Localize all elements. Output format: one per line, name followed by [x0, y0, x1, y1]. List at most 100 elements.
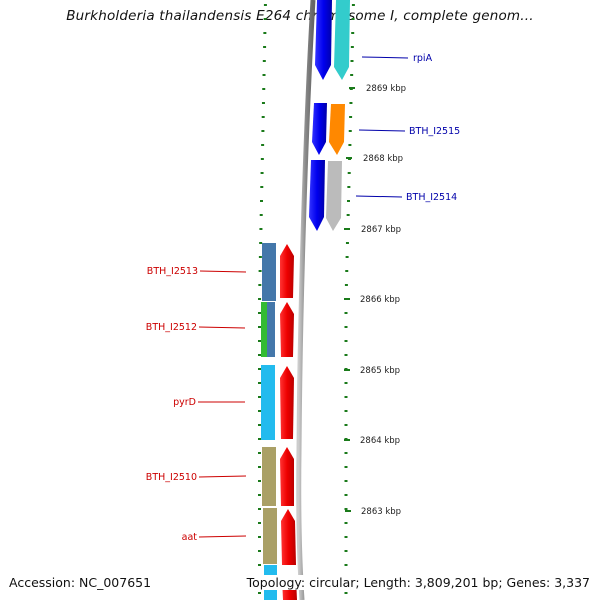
- minor-tick: [349, 102, 353, 104]
- minor-tick: [347, 186, 351, 188]
- label-BTH_I2514[interactable]: BTH_I2514: [406, 192, 457, 203]
- minor-tick: [345, 242, 349, 244]
- label-BTH_I2510[interactable]: BTH_I2510: [146, 472, 197, 483]
- reverse-arrow-3[interactable]: [280, 366, 294, 439]
- minor-tick: [258, 396, 261, 398]
- gene-BTH_I2515[interactable]: [329, 104, 345, 155]
- minor-tick: [258, 354, 261, 356]
- reverse-arrow-2[interactable]: [280, 302, 294, 357]
- gene-rpiA[interactable]: [334, 0, 350, 80]
- minor-tick: [263, 4, 267, 6]
- accession-text: Accession: NC_007651: [9, 575, 152, 590]
- minor-tick: [258, 480, 261, 482]
- minor-tick: [261, 102, 265, 104]
- reverse-genes-track: [261, 243, 277, 600]
- minor-tick: [260, 186, 264, 188]
- minor-tick: [347, 200, 350, 202]
- summary-text: Topology: circular; Length: 3,809,201 bp…: [246, 575, 590, 590]
- minor-tick: [349, 116, 353, 118]
- minor-tick: [345, 256, 349, 258]
- gene-BTH_I2513[interactable]: [262, 243, 276, 301]
- forward-arrow-2[interactable]: [312, 103, 327, 155]
- minor-tick: [344, 354, 348, 356]
- minor-tick: [351, 32, 355, 34]
- minor-tick: [350, 74, 354, 76]
- gene-aat[interactable]: [263, 508, 277, 564]
- reverse-arrow-1[interactable]: [280, 244, 294, 298]
- minor-tick: [346, 214, 350, 216]
- kbp-label: 2869 kbp: [366, 84, 406, 94]
- kbp-scale: 2869 kbp 2868 kbp 2867 kbp 2866 kbp 2865…: [344, 84, 406, 517]
- label-pyrD[interactable]: pyrD: [173, 397, 196, 408]
- minor-tick: [258, 592, 261, 594]
- reverse-arrow-5[interactable]: [281, 509, 296, 565]
- reverse-arrow-4[interactable]: [280, 447, 294, 506]
- minor-tick: [258, 368, 261, 370]
- label-BTH_I2515[interactable]: BTH_I2515: [409, 126, 460, 137]
- minor-tick: [258, 256, 262, 258]
- forward-labels: rpiA BTH_I2515 BTH_I2514: [406, 53, 460, 203]
- minor-tick: [258, 340, 261, 342]
- minor-tick: [344, 536, 348, 538]
- minor-tick: [350, 46, 354, 48]
- minor-tick: [260, 200, 263, 202]
- minor-tick: [345, 270, 349, 272]
- minor-tick: [344, 312, 348, 314]
- gene-BTH_I2512[interactable]: [261, 302, 267, 357]
- minor-tick: [348, 144, 352, 146]
- minor-tick: [344, 480, 348, 482]
- minor-tick: [350, 60, 354, 62]
- kbp-label: 2866 kbp: [360, 295, 400, 305]
- minor-tick: [258, 438, 261, 440]
- minor-tick: [344, 452, 348, 454]
- gene-pyrD[interactable]: [261, 365, 275, 440]
- minor-tick: [259, 228, 263, 230]
- minor-tick: [262, 74, 266, 76]
- minor-tick: [263, 18, 267, 20]
- minor-tick: [344, 382, 348, 384]
- minor-tick: [344, 284, 348, 286]
- minor-tick: [258, 536, 261, 538]
- minor-tick: [261, 116, 265, 118]
- kbp-label: 2863 kbp: [361, 507, 401, 517]
- minor-tick: [258, 298, 262, 300]
- minor-tick: [347, 172, 351, 174]
- minor-tick: [344, 508, 348, 510]
- minor-tick: [258, 424, 261, 426]
- minor-tick: [351, 18, 355, 20]
- minor-tick: [348, 130, 352, 132]
- minor-tick: [258, 522, 261, 524]
- minor-tick: [258, 564, 261, 566]
- label-BTH_I2513[interactable]: BTH_I2513: [147, 266, 198, 277]
- minor-tick: [263, 32, 267, 34]
- kbp-label: 2865 kbp: [360, 366, 400, 376]
- minor-tick: [351, 4, 355, 6]
- kbp-label: 2867 kbp: [361, 225, 401, 235]
- forward-arrow-1[interactable]: [315, 0, 332, 80]
- minor-tick: [258, 326, 261, 328]
- minor-tick: [260, 172, 264, 174]
- forward-arrow-3[interactable]: [309, 160, 325, 231]
- gene-BTH_I2510[interactable]: [262, 447, 276, 506]
- gene-BTH_I2512-segment[interactable]: [267, 302, 275, 357]
- kbp-label: 2868 kbp: [363, 154, 403, 164]
- minor-tick: [258, 550, 261, 552]
- minor-tick: [344, 494, 348, 496]
- minor-tick: [344, 396, 348, 398]
- minor-tick: [258, 452, 261, 454]
- minor-tick: [259, 242, 263, 244]
- minor-tick: [259, 214, 263, 216]
- minor-tick: [263, 46, 267, 48]
- map-title: Burkholderia thailandensis E264 chromoso…: [66, 8, 534, 24]
- minor-tick: [261, 144, 265, 146]
- label-rpiA[interactable]: rpiA: [413, 53, 433, 64]
- minor-tick: [344, 550, 348, 552]
- forward-strand-track: [309, 0, 332, 231]
- label-BTH_I2512[interactable]: BTH_I2512: [146, 322, 197, 333]
- kbp-label: 2864 kbp: [360, 436, 400, 446]
- minor-tick: [258, 508, 261, 510]
- gene-BTH_I2514[interactable]: [326, 161, 342, 231]
- left-tick-track: [258, 4, 267, 594]
- label-aat[interactable]: aat: [182, 532, 198, 543]
